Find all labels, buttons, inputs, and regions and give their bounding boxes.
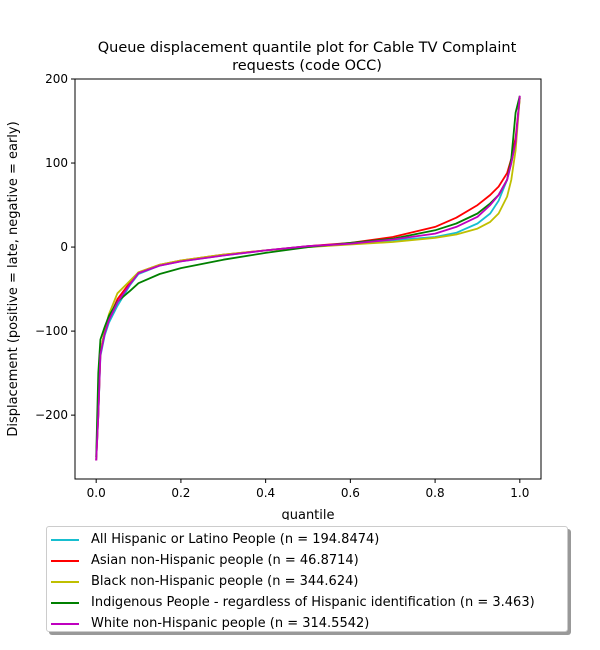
legend-swatch [51, 622, 79, 625]
plot-area [95, 95, 521, 461]
legend-item: Asian non-Hispanic people (n = 46.8714) [47, 550, 567, 571]
y-tick-label: −200 [35, 408, 68, 422]
y-tick-label: 200 [45, 72, 68, 86]
legend-item: Indigenous People - regardless of Hispan… [47, 592, 567, 613]
legend-item: All Hispanic or Latino People (n = 194.8… [47, 529, 567, 550]
legend-label: All Hispanic or Latino People (n = 194.8… [91, 532, 380, 547]
legend-swatch [51, 580, 79, 583]
series-line-0 [95, 97, 521, 461]
legend-swatch [51, 559, 79, 562]
x-axis-ticks: 0.0 0.2 0.4 0.6 0.8 1.0 [87, 479, 529, 500]
legend-swatch [51, 538, 79, 541]
legend-item: White non-Hispanic people (n = 314.5542) [47, 613, 567, 634]
x-tick-label: 0.2 [171, 486, 190, 500]
x-tick-label: 1.0 [510, 486, 529, 500]
x-tick-label: 0.6 [341, 486, 360, 500]
x-axis-label: quantile [281, 508, 334, 520]
axes-frame [74, 78, 542, 480]
x-tick-label: 0.8 [426, 486, 445, 500]
x-tick-label: 0.0 [87, 486, 106, 500]
legend-label: White non-Hispanic people (n = 314.5542) [91, 616, 370, 631]
series-line-2 [95, 97, 521, 458]
y-axis-ticks: −200 −100 0 100 200 [35, 72, 75, 422]
legend-label: Black non-Hispanic people (n = 344.624) [91, 574, 359, 589]
series-line-1 [95, 97, 521, 461]
legend-item: Black non-Hispanic people (n = 344.624) [47, 571, 567, 592]
y-tick-label: 100 [45, 156, 68, 170]
y-tick-label: −100 [35, 324, 68, 338]
chart-title-line-1: Queue displacement quantile plot for Cab… [98, 40, 517, 56]
series-line-4 [95, 95, 521, 461]
legend-label: Indigenous People - regardless of Hispan… [91, 595, 535, 610]
y-axis-label: Displacement (positive = late, negative … [6, 121, 21, 436]
chart: Queue displacement quantile plot for Cab… [6, 40, 542, 520]
x-tick-label: 0.4 [256, 486, 275, 500]
y-tick-label: 0 [60, 240, 68, 254]
legend-label: Asian non-Hispanic people (n = 46.8714) [91, 553, 359, 568]
legend-swatch [51, 601, 79, 604]
legend: All Hispanic or Latino People (n = 194.8… [46, 526, 568, 632]
series-line-3 [95, 95, 521, 458]
chart-title-line-2: requests (code OCC) [232, 58, 382, 74]
